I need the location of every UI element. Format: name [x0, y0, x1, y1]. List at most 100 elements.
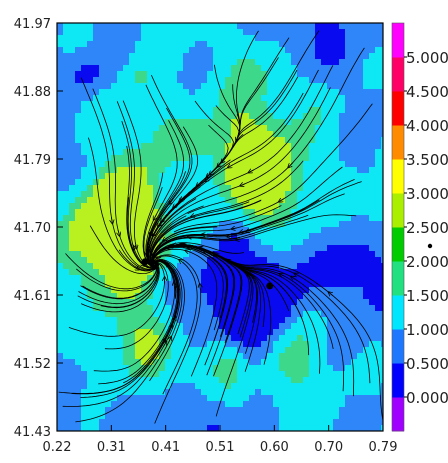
field-cell [69, 239, 76, 246]
field-cell [249, 401, 256, 408]
field-cell [93, 335, 100, 342]
field-cell [231, 59, 238, 66]
field-cell [279, 413, 286, 420]
field-cell [285, 413, 292, 420]
field-cell [135, 197, 142, 204]
field-cell [237, 185, 244, 192]
field-cell [231, 23, 238, 30]
field-cell [87, 173, 94, 180]
field-cell [189, 377, 196, 384]
streamline-arrow [180, 261, 184, 264]
field-cell [225, 251, 232, 258]
field-cell [207, 329, 214, 336]
field-cell [303, 107, 310, 114]
field-cell [273, 221, 280, 228]
field-cell [267, 251, 274, 258]
field-cell [123, 377, 130, 384]
field-cell [207, 263, 214, 270]
field-cell [117, 185, 124, 192]
field-cell [105, 389, 112, 396]
field-cell [345, 359, 352, 366]
field-cell [303, 395, 310, 402]
field-cell [345, 83, 352, 90]
field-cell [87, 311, 94, 318]
field-cell [123, 155, 130, 162]
field-cell [369, 47, 376, 54]
field-cell [171, 359, 178, 366]
field-cell [231, 413, 238, 420]
field-cell [243, 137, 250, 144]
field-cell [237, 353, 244, 360]
field-cell [243, 377, 250, 384]
field-cell [357, 227, 364, 234]
field-cell [297, 317, 304, 324]
field-cell [75, 221, 82, 228]
field-cell [315, 191, 322, 198]
field-cell [141, 143, 148, 150]
field-cell [207, 59, 214, 66]
field-cell [279, 167, 286, 174]
field-cell [357, 59, 364, 66]
field-cell [201, 251, 208, 258]
field-cell [249, 89, 256, 96]
field-cell [93, 29, 100, 36]
field-cell [123, 149, 130, 156]
field-cell [141, 173, 148, 180]
field-cell [369, 215, 376, 222]
field-cell [213, 287, 220, 294]
field-cell [177, 269, 184, 276]
stagnation-point [141, 258, 149, 266]
field-cell [279, 245, 286, 252]
field-cell [201, 47, 208, 54]
field-cell [81, 347, 88, 354]
field-cell [171, 185, 178, 192]
field-cell [159, 125, 166, 132]
field-cell [129, 179, 136, 186]
colorbar-marker-dot [427, 243, 433, 249]
field-cell [321, 65, 328, 72]
field-cell [381, 215, 383, 222]
field-cell [87, 341, 94, 348]
field-cell [75, 185, 82, 192]
field-cell [153, 323, 160, 330]
field-cell [111, 305, 118, 312]
field-cell [129, 359, 136, 366]
field-cell [267, 65, 274, 72]
field-cell [237, 65, 244, 72]
field-cell [117, 401, 124, 408]
field-cell [57, 227, 64, 234]
field-cell [63, 353, 70, 360]
field-cell [345, 185, 352, 192]
field-cell [87, 383, 94, 390]
field-cell [117, 113, 124, 120]
field-cell [219, 41, 226, 48]
field-cell [159, 323, 166, 330]
field-cell [105, 77, 112, 84]
field-cell [93, 143, 100, 150]
field-cell [243, 215, 250, 222]
field-cell [309, 293, 316, 300]
field-cell [237, 53, 244, 60]
field-cell [273, 371, 280, 378]
field-cell [225, 425, 232, 431]
field-cell [267, 185, 274, 192]
field-cell [267, 155, 274, 162]
field-cell [297, 77, 304, 84]
field-cell [99, 185, 106, 192]
field-cell [219, 407, 226, 414]
field-cell [87, 377, 94, 384]
field-cell [267, 23, 274, 30]
field-cell [315, 275, 322, 282]
field-cell [147, 401, 154, 408]
field-cell [213, 47, 220, 54]
field-cell [105, 113, 112, 120]
field-cell [183, 347, 190, 354]
y-tick-label: 41.70 [14, 221, 51, 236]
field-cell [63, 305, 70, 312]
field-cell [261, 107, 268, 114]
field-cell [75, 425, 82, 431]
field-cell [279, 83, 286, 90]
field-cell [333, 239, 340, 246]
field-cell [303, 215, 310, 222]
field-cell [87, 353, 94, 360]
